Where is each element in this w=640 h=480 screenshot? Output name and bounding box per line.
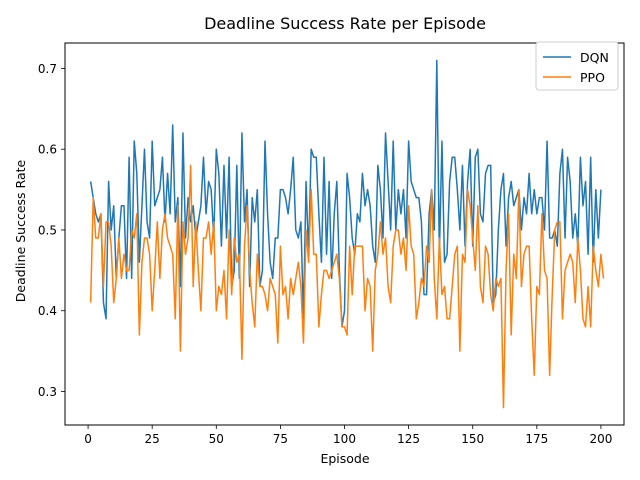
legend: DQN PPO xyxy=(535,41,619,91)
chart-title: Deadline Success Rate per Episode xyxy=(204,14,486,33)
x-tick-label: 50 xyxy=(209,432,224,446)
y-tick-label: 0.6 xyxy=(38,143,57,157)
legend-label-dqn: DQN xyxy=(580,50,609,65)
y-tick-label: 0.5 xyxy=(38,223,57,237)
x-tick-label: 100 xyxy=(333,432,356,446)
y-tick-label: 0.7 xyxy=(38,62,57,76)
x-tick-label: 75 xyxy=(273,432,288,446)
series-line-ppo xyxy=(89,164,605,409)
x-tick-label: 150 xyxy=(461,432,484,446)
legend-label-ppo: PPO xyxy=(580,70,605,85)
x-tick-label: 25 xyxy=(145,432,160,446)
series-line-dqn xyxy=(89,59,602,328)
y-axis-ticks: 0.3 0.4 0.5 0.6 0.7 xyxy=(38,62,65,399)
x-tick-label: 0 xyxy=(84,432,92,446)
x-tick-label: 175 xyxy=(525,432,548,446)
y-tick-label: 0.4 xyxy=(38,304,57,318)
x-tick-label: 200 xyxy=(589,432,612,446)
x-axis-ticks: 0 25 50 75 100 125 150 175 200 xyxy=(84,425,612,446)
x-tick-label: 125 xyxy=(397,432,420,446)
plot-area xyxy=(89,59,605,409)
y-axis-label: Deadline Success Rate xyxy=(13,159,28,302)
legend-box xyxy=(535,41,619,91)
y-tick-label: 0.3 xyxy=(38,385,57,399)
x-axis-label: Episode xyxy=(320,451,369,466)
